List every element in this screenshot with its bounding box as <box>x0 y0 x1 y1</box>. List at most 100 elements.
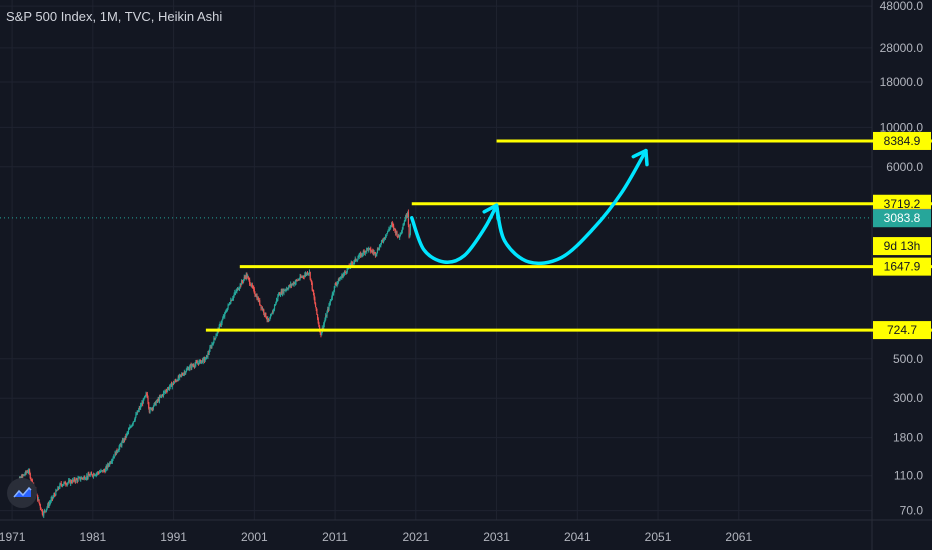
candle-body <box>391 223 393 225</box>
candle-body <box>228 304 230 306</box>
candle-body <box>338 278 340 282</box>
candle-body <box>358 254 360 257</box>
candle-body <box>379 245 381 247</box>
candle-body <box>243 277 245 280</box>
candle-body <box>133 421 135 423</box>
candle-body <box>20 476 22 479</box>
candle-body <box>374 252 377 256</box>
candle-body <box>224 312 226 317</box>
candle-body <box>380 243 382 246</box>
candle-body <box>317 318 319 323</box>
candle-body <box>197 362 200 365</box>
candle-body <box>218 325 220 331</box>
candle-body <box>160 395 162 397</box>
candle-body <box>342 274 344 278</box>
candle-body <box>254 293 256 295</box>
candle-body <box>192 365 194 367</box>
candle-body <box>21 475 23 479</box>
candle-body <box>86 475 88 479</box>
candle-body <box>265 317 268 319</box>
candle-body <box>53 494 55 497</box>
candle-body <box>347 268 349 270</box>
candle-body <box>84 478 87 480</box>
candle-body <box>390 225 392 227</box>
candle-body <box>403 221 405 225</box>
candle-body <box>405 215 407 221</box>
tradingview-logo-icon[interactable] <box>7 478 37 508</box>
candle-body <box>174 380 176 383</box>
candle-body <box>323 322 325 325</box>
candle-body <box>353 259 356 263</box>
candle-body <box>78 477 80 479</box>
candle-body <box>368 248 370 251</box>
candle-body <box>170 383 172 385</box>
candle-body <box>43 511 45 516</box>
candle-body <box>363 251 365 253</box>
candle-body <box>327 309 329 312</box>
candle-body <box>365 251 367 253</box>
candle-body <box>37 499 39 501</box>
candle-body <box>129 426 131 429</box>
y-tick-label: 180.0 <box>893 431 923 445</box>
candle-body <box>372 251 375 253</box>
candle-body <box>383 237 385 241</box>
candle-body <box>103 469 105 472</box>
candle-body <box>278 293 280 295</box>
candle-body <box>296 280 298 282</box>
candle-body <box>195 362 198 364</box>
candle-body <box>169 384 171 387</box>
candle-body <box>100 470 103 472</box>
candle-body <box>175 380 177 382</box>
candle-body <box>165 390 167 392</box>
candle-body <box>400 232 402 234</box>
candle-body <box>352 263 354 265</box>
candle-body <box>56 490 58 492</box>
candle-body <box>255 294 257 297</box>
candle-body <box>271 312 273 315</box>
candle-body <box>247 276 249 278</box>
candle-body <box>41 510 43 512</box>
price-tag-label: 8384.9 <box>884 134 921 148</box>
candle-body <box>380 240 383 244</box>
candle-body <box>138 407 140 410</box>
candle-body <box>399 236 401 238</box>
candle-body <box>78 477 80 479</box>
candle-body <box>313 295 315 299</box>
candle-body <box>337 281 339 283</box>
candle-body <box>183 373 185 376</box>
candle-body <box>29 470 31 474</box>
candle-body <box>238 287 241 289</box>
candle-body <box>331 293 333 298</box>
candle-body <box>118 447 120 451</box>
candle-body <box>72 479 74 481</box>
candle-body <box>234 292 236 295</box>
candle-body <box>226 310 228 312</box>
candle-body <box>72 479 74 483</box>
candle-body <box>310 278 312 281</box>
candle-body <box>84 476 86 480</box>
candle-body <box>177 380 179 382</box>
candle-body <box>172 382 175 384</box>
candle-body <box>131 424 133 427</box>
candle-body <box>370 251 373 253</box>
candle-body <box>393 228 395 230</box>
candle-body <box>267 318 270 321</box>
candles-group <box>11 209 412 519</box>
candle-body <box>216 331 218 335</box>
candle-body <box>227 304 229 308</box>
candle-body <box>350 262 352 264</box>
candle-body <box>88 475 91 477</box>
candle-body <box>147 397 149 403</box>
candle-body <box>240 281 243 286</box>
candle-body <box>220 323 222 326</box>
candle-body <box>200 361 202 364</box>
candle-body <box>68 480 70 482</box>
candle-body <box>125 435 127 438</box>
candle-body <box>306 272 308 275</box>
candle-body <box>390 223 393 226</box>
candle-body <box>333 291 335 294</box>
candle-body <box>256 295 258 300</box>
